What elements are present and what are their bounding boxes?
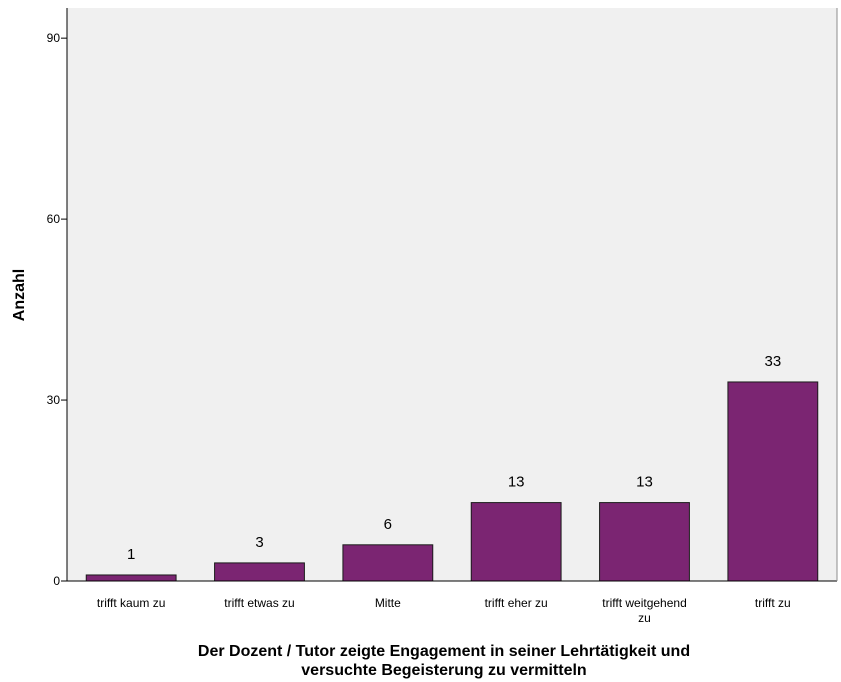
x-axis-title: Der Dozent / Tutor zeigte Engagement in … [198, 643, 690, 679]
data-label-4: 13 [508, 474, 525, 491]
plot-area [67, 8, 837, 581]
bar-4 [470, 502, 562, 582]
x-tick-label-1: trifft kaum zu [97, 596, 165, 610]
x-tick-label-4: trifft eher zu [485, 596, 548, 610]
bar-6 [727, 381, 819, 582]
x-tick-label-2: trifft etwas zu [224, 596, 294, 610]
data-label-6: 33 [764, 353, 781, 370]
x-axis-title-line-1: Der Dozent / Tutor zeigte Engagement in … [198, 643, 690, 660]
y-ticks-group: 0 30 60 90 [47, 31, 67, 588]
y-tick-label-30: 30 [47, 393, 61, 407]
bars-group [85, 381, 819, 582]
y-tick-label-0: 0 [53, 574, 60, 588]
data-label-5: 13 [636, 474, 653, 491]
data-label-1: 1 [127, 546, 135, 563]
x-tick-label-3: Mitte [375, 596, 401, 610]
x-tick-label-5-line-2: zu [638, 611, 651, 625]
y-axis-title: Anzahl [11, 269, 28, 321]
data-label-2: 3 [255, 534, 263, 551]
x-axis-title-line-2: versuchte Begeisterung zu vermitteln [301, 662, 586, 679]
bar-5 [599, 502, 690, 582]
bar-2 [214, 562, 305, 582]
data-label-3: 6 [384, 516, 392, 533]
y-tick-label-60: 60 [47, 212, 61, 226]
x-tick-label-6: trifft zu [755, 596, 791, 610]
bar-3 [342, 544, 434, 582]
x-labels-group: trifft kaum zu trifft etwas zu Mitte trifft… [97, 596, 791, 625]
y-tick-label-90: 90 [47, 31, 61, 45]
x-tick-label-5-line-1: trifft weitgehend [602, 596, 687, 610]
bar-1 [85, 574, 177, 582]
